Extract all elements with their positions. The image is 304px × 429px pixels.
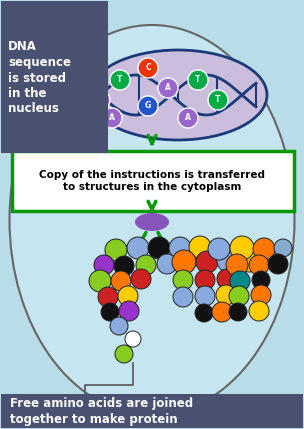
Circle shape: [178, 108, 198, 128]
Circle shape: [89, 270, 111, 292]
Circle shape: [251, 285, 271, 305]
Circle shape: [158, 78, 178, 98]
Circle shape: [226, 254, 248, 276]
Circle shape: [118, 286, 138, 306]
FancyBboxPatch shape: [1, 1, 108, 153]
Circle shape: [195, 286, 215, 306]
Circle shape: [110, 317, 128, 335]
Circle shape: [102, 108, 122, 128]
Circle shape: [230, 271, 250, 291]
Circle shape: [188, 70, 208, 90]
Text: Copy of the instructions is transferred
to structures in the cytoplasm: Copy of the instructions is transferred …: [39, 169, 265, 192]
Circle shape: [229, 303, 247, 321]
Circle shape: [125, 331, 141, 347]
Text: A: A: [109, 114, 115, 123]
Circle shape: [94, 89, 106, 101]
Circle shape: [195, 270, 215, 290]
Circle shape: [138, 58, 158, 78]
Circle shape: [253, 238, 275, 260]
Circle shape: [173, 287, 193, 307]
Text: DNA
sequence
is stored
in the
nucleus: DNA sequence is stored in the nucleus: [8, 40, 71, 115]
Circle shape: [208, 238, 230, 260]
Circle shape: [172, 250, 196, 274]
Circle shape: [111, 271, 131, 291]
Circle shape: [212, 302, 232, 322]
Text: A: A: [185, 114, 191, 123]
Circle shape: [115, 345, 133, 363]
Circle shape: [94, 255, 114, 275]
Circle shape: [101, 303, 119, 321]
Ellipse shape: [9, 25, 295, 415]
Circle shape: [119, 301, 139, 321]
Text: T: T: [195, 76, 201, 85]
Circle shape: [127, 237, 149, 259]
Circle shape: [249, 255, 269, 275]
Circle shape: [136, 255, 156, 275]
Circle shape: [148, 237, 170, 259]
Circle shape: [90, 90, 110, 110]
Circle shape: [238, 250, 260, 272]
Circle shape: [268, 254, 288, 274]
Circle shape: [249, 301, 269, 321]
Circle shape: [216, 285, 236, 305]
Ellipse shape: [135, 213, 169, 231]
Circle shape: [110, 70, 130, 90]
Circle shape: [138, 96, 158, 116]
Circle shape: [169, 237, 191, 259]
Circle shape: [105, 239, 127, 261]
Text: T: T: [117, 76, 123, 85]
Circle shape: [98, 287, 118, 307]
Circle shape: [157, 254, 177, 274]
Circle shape: [131, 269, 151, 289]
Circle shape: [208, 90, 228, 110]
Circle shape: [114, 256, 134, 276]
Text: G: G: [145, 102, 151, 111]
Circle shape: [229, 286, 249, 306]
Circle shape: [217, 250, 239, 272]
Text: A: A: [97, 96, 103, 105]
Ellipse shape: [89, 50, 267, 140]
Text: A: A: [165, 84, 171, 93]
Circle shape: [196, 251, 218, 273]
Circle shape: [173, 270, 193, 290]
Circle shape: [274, 239, 292, 257]
Circle shape: [189, 236, 211, 258]
Circle shape: [217, 269, 237, 289]
Circle shape: [195, 304, 213, 322]
FancyBboxPatch shape: [12, 151, 294, 211]
Text: Free amino acids are joined
together to make protein: Free amino acids are joined together to …: [10, 396, 193, 426]
Text: T: T: [215, 96, 221, 105]
FancyBboxPatch shape: [1, 394, 303, 428]
Circle shape: [252, 271, 270, 289]
Text: C: C: [145, 63, 151, 73]
Circle shape: [230, 236, 254, 260]
